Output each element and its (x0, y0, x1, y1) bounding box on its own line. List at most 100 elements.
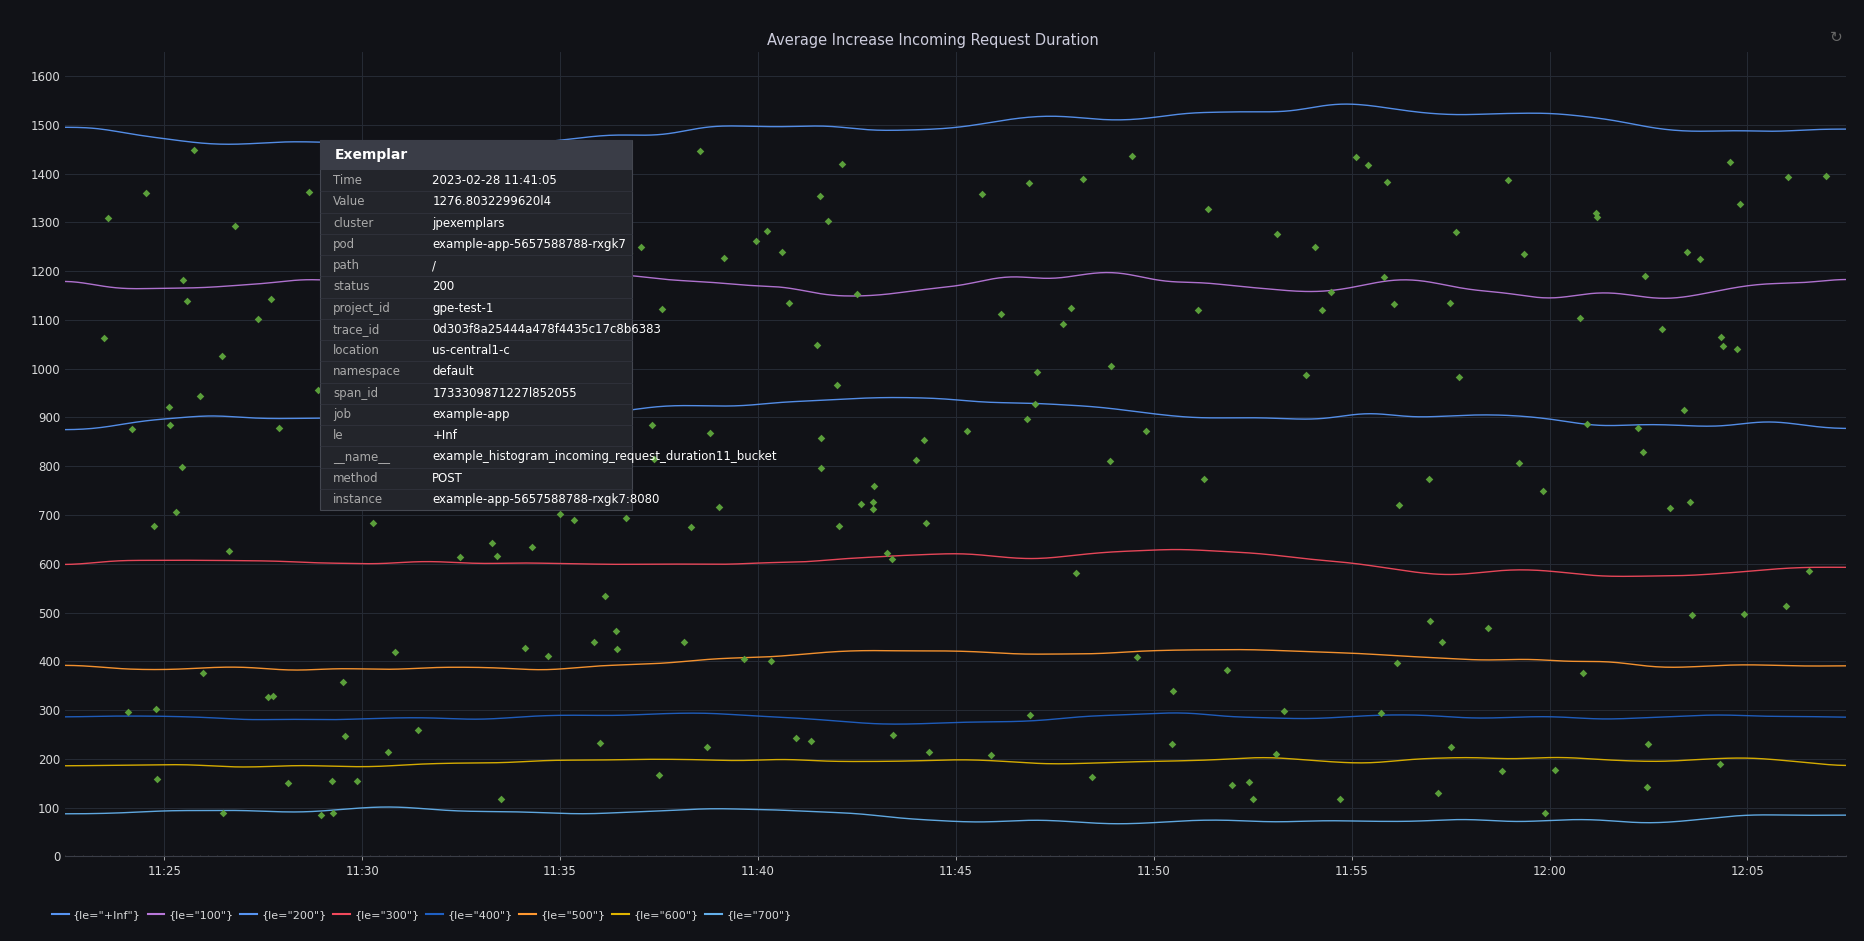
Point (731, 849, 761, 864)
Point (50, 849, 80, 864)
Point (583, 167, 613, 183)
Text: 1733309871227l852055: 1733309871227l852055 (432, 387, 576, 400)
Point (999, 849, 1029, 864)
Point (1741, 849, 1771, 864)
Point (596, 849, 626, 864)
Point (171, 294, 201, 309)
Point (669, 634, 699, 649)
Point (363, 849, 393, 864)
Point (140, 518, 170, 534)
Point (667, 849, 697, 864)
Point (1633, 737, 1663, 752)
Point (684, 144, 714, 159)
Point (1622, 420, 1652, 435)
Point (829, 849, 859, 864)
Point (1486, 763, 1515, 778)
Point (140, 701, 170, 716)
Point (328, 849, 358, 864)
Point (444, 849, 473, 864)
Point (1240, 849, 1269, 864)
Point (1707, 339, 1737, 354)
Point (1014, 708, 1044, 723)
Point (1670, 849, 1700, 864)
Point (876, 552, 906, 567)
Text: /: / (432, 259, 436, 272)
Point (1661, 849, 1691, 864)
Point (328, 674, 358, 689)
Point (501, 213, 531, 228)
Point (1473, 849, 1502, 864)
Point (418, 849, 447, 864)
Point (559, 512, 589, 527)
Point (155, 418, 185, 433)
Point (1117, 149, 1146, 164)
Point (813, 214, 843, 229)
Text: us-central1-c: us-central1-c (432, 344, 509, 358)
Point (1504, 455, 1534, 470)
Point (637, 452, 667, 467)
Point (1454, 849, 1484, 864)
Point (587, 849, 617, 864)
Point (160, 504, 190, 519)
Point (1323, 791, 1353, 806)
Point (1115, 849, 1144, 864)
Point (319, 805, 349, 821)
Point (552, 263, 582, 279)
Point (1437, 849, 1467, 864)
Point (254, 690, 283, 705)
Point (1435, 740, 1465, 755)
Point (645, 768, 675, 783)
Text: POST: POST (432, 471, 462, 485)
Point (1528, 484, 1558, 499)
Point (602, 642, 632, 657)
Point (300, 849, 330, 864)
Point (1508, 849, 1538, 864)
Point (185, 389, 214, 404)
Point (520, 272, 550, 287)
Point (255, 292, 285, 307)
Point (1178, 849, 1208, 864)
Point (1732, 849, 1761, 864)
Point (309, 849, 339, 864)
Point (1076, 770, 1105, 785)
Point (524, 849, 554, 864)
Text: example-app-5657588788-rxgk7:8080: example-app-5657588788-rxgk7:8080 (432, 493, 660, 506)
Point (1014, 176, 1044, 191)
Point (986, 307, 1016, 322)
Point (882, 849, 911, 864)
Text: pod: pod (334, 238, 354, 251)
Point (1821, 849, 1851, 864)
Point (677, 849, 706, 864)
Point (130, 849, 160, 864)
Point (1804, 849, 1834, 864)
Text: Average Increase Incoming Request Duration: Average Increase Incoming Request Durati… (766, 33, 1098, 48)
Point (1238, 791, 1268, 806)
Point (1426, 634, 1456, 649)
Point (846, 496, 876, 511)
Text: jpexemplars: jpexemplars (432, 216, 505, 230)
Point (870, 545, 900, 560)
Point (811, 849, 841, 864)
Point (1597, 849, 1627, 864)
Point (1320, 849, 1350, 864)
Point (747, 849, 777, 864)
Point (334, 471, 363, 486)
Point (613, 246, 643, 261)
Point (434, 849, 464, 864)
Text: trace_id: trace_id (334, 323, 380, 336)
Point (1704, 757, 1734, 772)
Point (1760, 849, 1789, 864)
Point (1528, 805, 1558, 821)
Point (1186, 849, 1215, 864)
Point (421, 163, 451, 178)
Point (321, 146, 350, 161)
Point (1213, 849, 1243, 864)
Point (740, 849, 770, 864)
Point (962, 849, 992, 864)
Point (559, 335, 589, 350)
Point (1307, 302, 1336, 317)
Point (1268, 849, 1297, 864)
Point (1096, 359, 1126, 374)
Point (349, 317, 378, 332)
Text: job: job (334, 407, 350, 421)
